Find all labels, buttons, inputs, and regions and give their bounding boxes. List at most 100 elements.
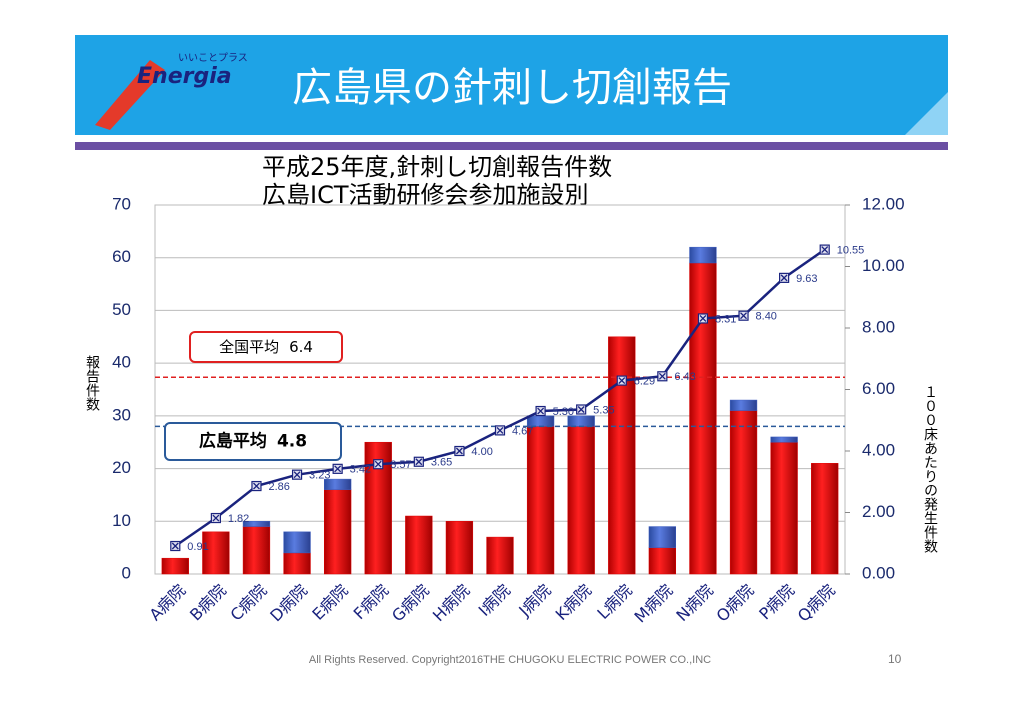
data-label: 4.67 [512,425,533,437]
x-label-group: L病院 [593,581,635,623]
data-label: 5.30 [553,406,574,418]
data-label: 0.91 [187,541,208,553]
line-marker-x [334,465,342,473]
y2-tick-label: 2.00 [862,502,895,521]
line-marker-x [212,514,220,522]
data-label: 3.42 [350,464,371,476]
copyright: All Rights Reserved. Copyright2016THE CH… [309,654,711,666]
x-label-group: D病院 [266,581,311,626]
y2-tick-label: 4.00 [862,440,895,459]
bar-segment [770,441,798,575]
y2-axis-label: １００床あたりの発生件数 [922,385,938,553]
line-marker-x [780,274,788,282]
line-marker-x [740,312,747,320]
data-label: 8.40 [756,311,777,323]
line-marker-x [253,482,260,490]
reference-value: 6.4 [289,338,313,356]
reference-label: 広島平均 4.8 [199,431,307,452]
bar-segment [811,463,839,575]
line-marker-x [699,315,707,322]
x-tick-label: L病院 [593,581,635,623]
y-tick-label: 0 [122,563,131,582]
x-label-group: K病院 [552,581,595,624]
bar-segment [405,515,433,575]
bar-segment [202,531,230,575]
bar-segment [324,489,352,575]
line-marker-x [374,460,382,468]
x-tick-label: O病院 [713,581,758,626]
bar-segment [161,557,189,575]
x-tick-label: E病院 [308,581,351,624]
data-label: 4.00 [471,446,492,458]
chart-title: 広島ICT活動研修会参加施設別 [262,181,589,209]
bar-segment [445,521,474,575]
bar-segment [648,547,676,575]
x-label-group: O病院 [713,581,758,626]
x-tick-label: G病院 [388,581,433,626]
y-tick-label: 30 [112,405,131,424]
data-label: 10.55 [837,244,865,256]
page-number: 10 [888,652,902,666]
x-label-group: Q病院 [794,581,839,626]
line-marker-x [618,377,626,385]
y-tick-label: 70 [112,194,131,213]
data-label: 2.86 [268,481,289,493]
bar-segment [608,336,636,575]
reference-name: 広島平均 [199,431,267,452]
x-label-group: G病院 [388,581,433,626]
bar-segment [242,521,271,527]
line-marker-x [415,458,423,466]
slide-title: 広島県の針刺し切創報告 [292,65,732,111]
y2-tick-label: 0.00 [862,563,895,582]
reference-name: 全国平均 [219,338,279,356]
bar-segment [283,531,311,554]
x-label-group: N病院 [672,581,717,626]
x-tick-label: B病院 [186,581,230,625]
line-series [174,248,826,548]
x-tick-label: Q病院 [794,581,839,626]
x-tick-label: I病院 [475,581,514,620]
x-tick-label: H病院 [429,581,474,626]
bar-segment [242,526,271,575]
y2-tick-label: 12.00 [862,194,905,213]
x-tick-label: N病院 [672,581,717,626]
x-tick-label: J病院 [514,581,554,621]
x-tick-label: K病院 [552,581,595,624]
line-marker-x [537,407,545,415]
y2-tick-label: 8.00 [862,317,895,336]
logo-tagline: いいことプラス [178,52,248,64]
data-label: 6.29 [634,375,655,387]
reference-label: 全国平均 6.4 [219,338,313,356]
y2-tick-label: 10.00 [862,256,905,275]
line-marker-x [496,426,504,434]
bar-segment [324,478,352,490]
x-label-group: H病院 [429,581,474,626]
y-tick-label: 20 [112,458,131,477]
bar-segment [486,536,514,575]
header-rule [75,142,948,150]
x-tick-label: P病院 [755,581,798,624]
line-marker-x [577,406,585,413]
header-band [75,35,948,135]
data-label: 6.43 [674,371,695,383]
x-tick-label: F病院 [350,581,393,624]
x-tick-label: C病院 [227,581,271,625]
y-axis-label: 報告件数 [84,355,100,411]
reference-value: 4.8 [277,432,307,452]
bar-segment [283,552,311,575]
x-label-group: J病院 [514,581,554,621]
x-label-group: F病院 [350,581,393,624]
bar-segment [689,246,717,264]
logo: Energia [137,64,232,89]
line-marker-x [171,542,179,550]
bar-segment [526,426,555,575]
y2-tick-label: 6.00 [862,379,895,398]
bar-segment [770,436,798,443]
x-label-group: C病院 [227,581,271,625]
x-tick-label: M病院 [631,581,677,627]
x-label-group: M病院 [631,581,677,627]
x-label-group: A病院 [145,581,189,625]
line-marker-x [293,471,301,479]
bar-segment [729,410,758,575]
